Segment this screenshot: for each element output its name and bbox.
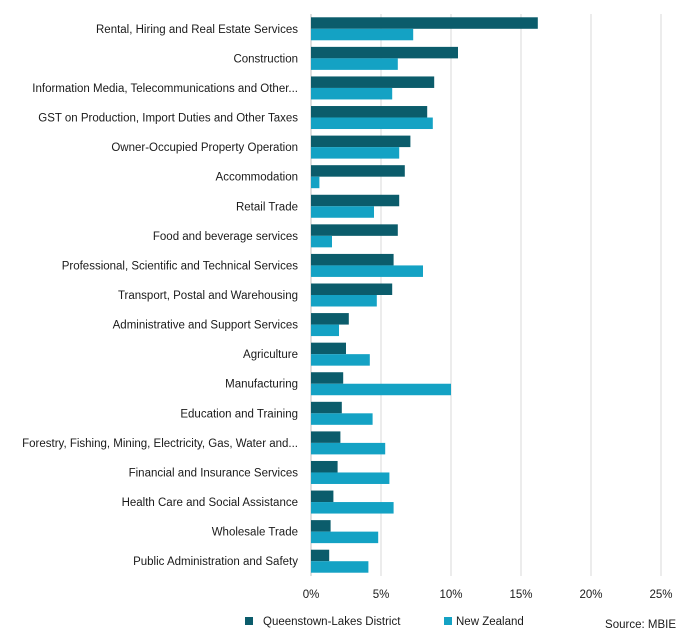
bar-queenstown <box>311 224 398 236</box>
bar-queenstown <box>311 313 349 325</box>
legend-label-new-zealand: New Zealand <box>456 616 524 628</box>
category-label: Accommodation <box>216 172 298 184</box>
category-label: Public Administration and Safety <box>133 556 298 568</box>
bar-queenstown <box>311 520 331 532</box>
bar-new-zealand <box>311 87 393 100</box>
bar-new-zealand <box>311 28 414 41</box>
category-label: Administrative and Support Services <box>113 320 299 332</box>
category-label: Education and Training <box>180 408 298 420</box>
bar-queenstown <box>311 549 330 562</box>
category-label: Transport, Postal and Warehousing <box>118 290 298 302</box>
category-label: Health Care and Social Assistance <box>122 497 298 509</box>
bar-queenstown <box>311 460 338 473</box>
bar-new-zealand <box>311 58 398 70</box>
source-note: Source: MBIE <box>605 619 676 631</box>
legend-label-queenstown: Queenstown-Lakes District <box>263 616 401 628</box>
bar-new-zealand <box>311 176 320 189</box>
category-label: Wholesale Trade <box>212 527 298 539</box>
category-label: Owner-Occupied Property Operation <box>111 142 298 154</box>
x-tick-label: 15% <box>509 589 532 601</box>
bar-new-zealand <box>311 295 377 307</box>
bar-queenstown <box>311 283 393 295</box>
category-label: Construction <box>233 53 298 65</box>
bar-new-zealand <box>311 383 451 396</box>
bar-new-zealand <box>311 531 379 544</box>
category-label: Forestry, Fishing, Mining, Electricity, … <box>22 438 298 450</box>
category-label: Manufacturing <box>225 379 298 391</box>
bar-queenstown <box>311 165 405 177</box>
bar-queenstown <box>311 253 394 266</box>
bar-queenstown <box>311 106 428 118</box>
bar-new-zealand <box>311 502 394 514</box>
bar-new-zealand <box>311 442 386 455</box>
bar-queenstown <box>311 431 341 443</box>
bar-queenstown <box>311 76 435 88</box>
bar-new-zealand <box>311 472 390 484</box>
bar-new-zealand <box>311 265 423 277</box>
category-label: Agriculture <box>243 349 298 361</box>
category-label: Financial and Insurance Services <box>129 467 299 479</box>
category-label: Food and beverage services <box>153 231 298 243</box>
bar-queenstown <box>311 194 400 207</box>
category-label: GST on Production, Import Duties and Oth… <box>38 113 298 125</box>
bar-queenstown <box>311 17 538 29</box>
x-tick-label: 0% <box>303 589 320 601</box>
bar-new-zealand <box>311 324 339 337</box>
bar-new-zealand <box>311 235 332 248</box>
bar-new-zealand <box>311 413 373 425</box>
x-tick-label: 10% <box>439 589 462 601</box>
category-label: Information Media, Telecommunications an… <box>32 83 298 95</box>
bar-new-zealand <box>311 561 369 573</box>
category-label: Retail Trade <box>236 201 298 213</box>
x-tick-label: 25% <box>649 589 672 601</box>
x-axis-tick-labels: 0% 5% 10% 15% 20% 25% <box>303 589 673 601</box>
bar-queenstown <box>311 46 458 59</box>
category-label: Rental, Hiring and Real Estate Services <box>96 24 298 36</box>
legend-swatch-queenstown <box>245 617 253 625</box>
bar-queenstown <box>311 135 411 148</box>
x-tick-label: 5% <box>373 589 390 601</box>
bar-queenstown <box>311 372 344 384</box>
bar-queenstown <box>311 401 342 414</box>
bar-queenstown <box>311 342 346 355</box>
category-labels: Rental, Hiring and Real Estate Services C… <box>22 24 298 568</box>
bars <box>311 17 538 573</box>
legend-swatch-new-zealand <box>444 617 452 625</box>
bar-new-zealand <box>311 147 400 159</box>
bar-new-zealand <box>311 117 433 130</box>
category-label: Professional, Scientific and Technical S… <box>62 260 299 272</box>
bar-new-zealand <box>311 206 374 218</box>
bar-new-zealand <box>311 354 370 366</box>
legend: Queenstown-Lakes District New Zealand <box>245 616 524 628</box>
x-tick-label: 20% <box>579 589 602 601</box>
bar-queenstown <box>311 490 334 503</box>
